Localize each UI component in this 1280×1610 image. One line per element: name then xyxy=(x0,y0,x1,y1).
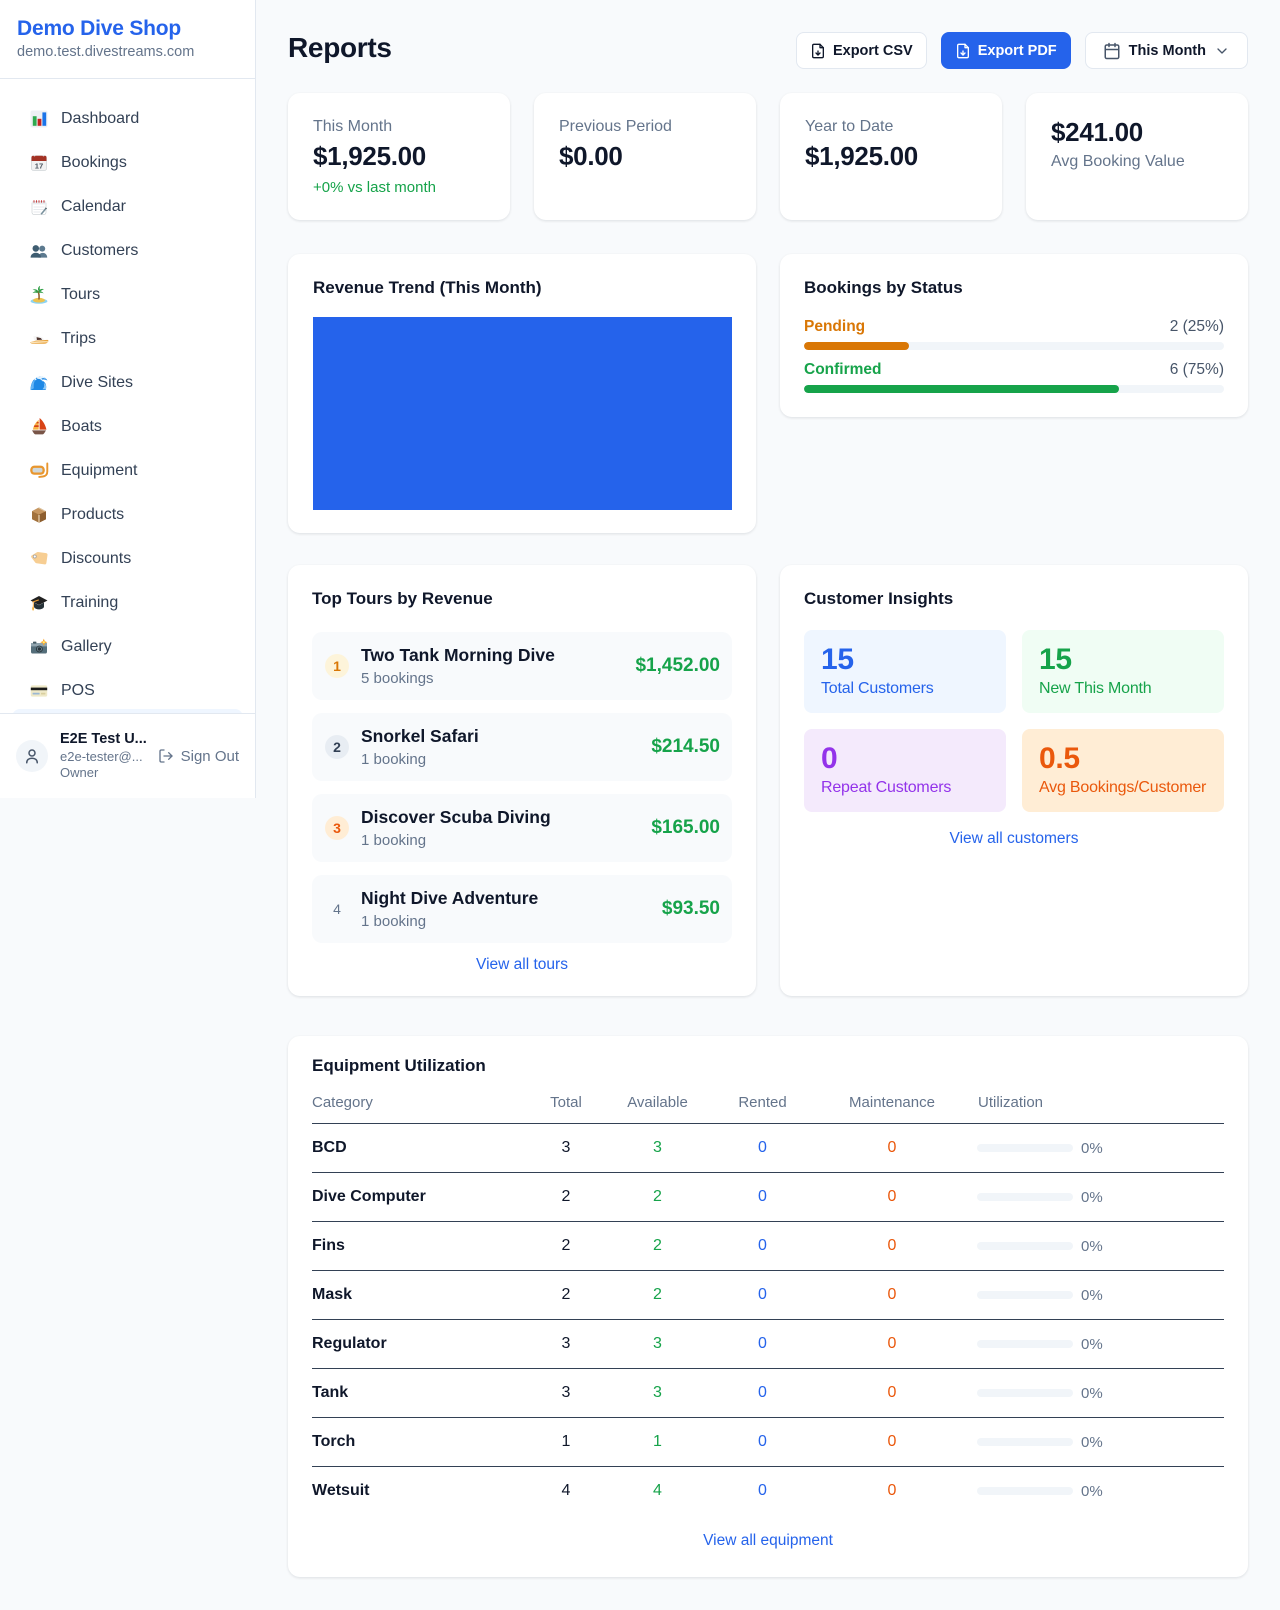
svg-text:17: 17 xyxy=(35,162,43,171)
